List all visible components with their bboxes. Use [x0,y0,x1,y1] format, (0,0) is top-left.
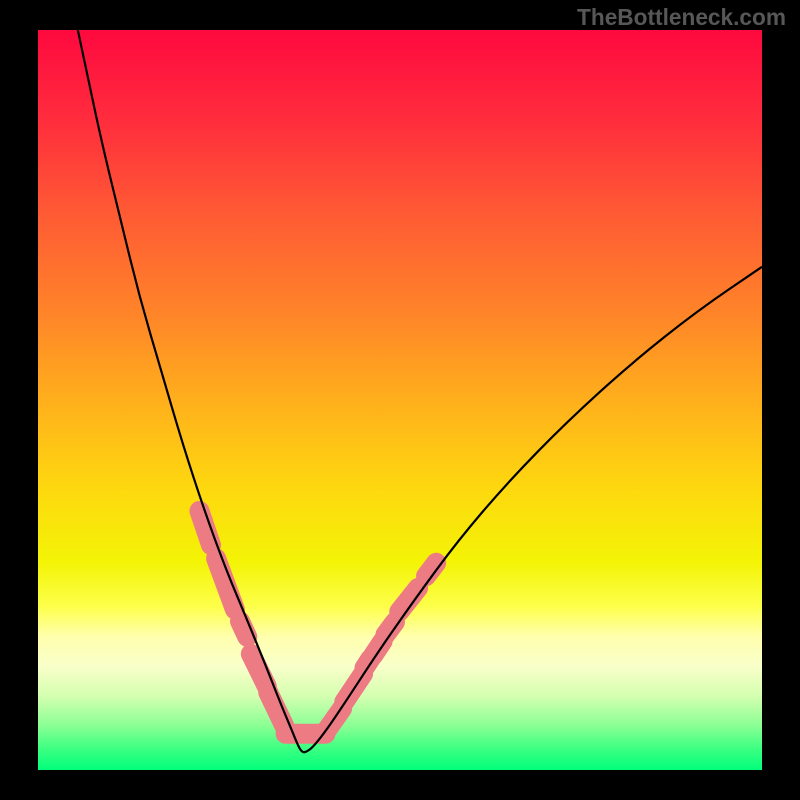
plot-frame-bottom [0,770,800,800]
plot-frame-left [0,0,38,800]
watermark-text: TheBottleneck.com [577,4,786,31]
bottleneck-chart [0,0,800,800]
gradient-background [38,30,762,770]
plot-frame-right [762,0,800,800]
